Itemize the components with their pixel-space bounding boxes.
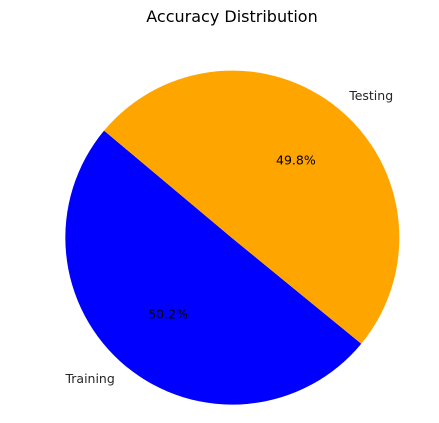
pie-slices	[65, 70, 400, 405]
pie-slice-training	[65, 130, 362, 405]
slice-percent-testing: 49.8%	[276, 152, 316, 167]
slice-percent-training: 50.2%	[148, 307, 188, 322]
pie-slice-testing	[104, 70, 400, 344]
slice-label-training: Training	[64, 371, 114, 386]
pie-labels: Training 50.2% Testing 49.8%	[64, 88, 393, 386]
slice-label-testing: Testing	[348, 88, 393, 103]
chart-title: Accuracy Distribution	[146, 7, 317, 26]
